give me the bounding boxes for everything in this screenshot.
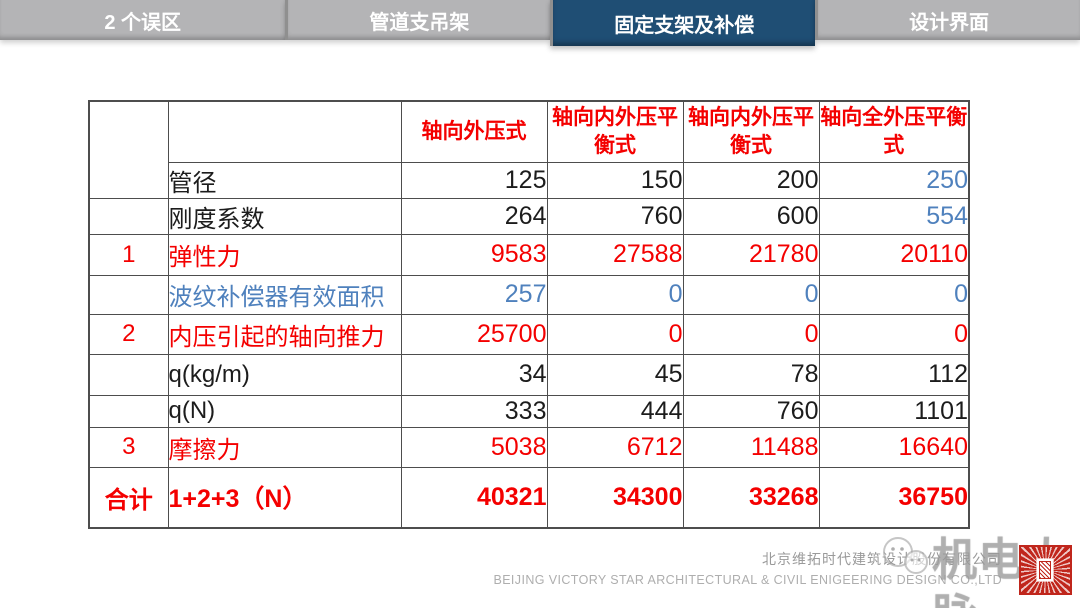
force-table: 轴向外压式 轴向内外压平衡式 轴向内外压平衡式 轴向全外压平衡式 管径 125 15… (88, 100, 970, 529)
cell-value: 33268 (682, 466, 820, 529)
cell-value: 125 (400, 161, 548, 199)
row-index (88, 353, 169, 396)
cell-value: 200 (682, 161, 820, 199)
row-index (88, 197, 169, 235)
company-name-en: BEIJING VICTORY STAR ARCHITECTURAL & CIV… (493, 573, 1002, 587)
cell-value: 9583 (400, 233, 548, 276)
row-label: 波纹补偿器有效面积 (167, 274, 402, 315)
cell-value: 6712 (546, 426, 684, 468)
cell-value: 36750 (818, 466, 970, 529)
row-index: 合计 (88, 466, 169, 529)
table-row: q(kg/m) 34 45 78 112 (88, 353, 970, 396)
corner-cell (167, 100, 402, 163)
corner-cell (88, 100, 169, 199)
tab-two-misconceptions[interactable]: 2 个误区 (0, 0, 286, 40)
cell-value: 25700 (400, 313, 548, 355)
row-label: 刚度系数 (167, 197, 402, 235)
row-label: 内压引起的轴向推力 (167, 313, 402, 355)
cell-value: 112 (818, 353, 970, 396)
table-header-row: 轴向外压式 轴向内外压平衡式 轴向内外压平衡式 轴向全外压平衡式 (88, 100, 970, 199)
cell-value: 760 (682, 394, 820, 428)
tab-bar: 2 个误区 管道支吊架 固定支架及补偿 设计界面 (0, 0, 1080, 48)
table-row: q(N) 333 444 760 1101 (88, 394, 970, 428)
column-header: 轴向外压式 (400, 100, 548, 163)
cell-value: 333 (400, 394, 548, 428)
cell-value: 1101 (818, 394, 970, 428)
cell-value: 600 (682, 197, 820, 235)
cell-value: 264 (400, 197, 548, 235)
cell-value: 45 (546, 353, 684, 396)
row-index: 1 (88, 233, 169, 276)
column-header: 轴向全外压平衡式 (818, 100, 970, 163)
cell-value: 150 (546, 161, 684, 199)
column-header: 轴向内外压平衡式 (682, 100, 820, 163)
cell-value: 760 (546, 197, 684, 235)
table-row: 3 摩擦力 5038 6712 11488 16640 (88, 426, 970, 468)
cell-value: 78 (682, 353, 820, 396)
company-footer: 北京维拓时代建筑设计股份有限公司 BEIJING VICTORY STAR AR… (493, 549, 1002, 587)
row-label: q(kg/m) (167, 353, 402, 396)
table-row: 管径 125 150 200 250 (89, 161, 970, 199)
cell-value: 257 (400, 274, 548, 315)
cell-value: 40321 (400, 466, 548, 529)
row-index (88, 274, 169, 315)
cell-value: 34 (400, 353, 548, 396)
cell-value: 444 (546, 394, 684, 428)
table-row: 合计 1+2+3（N） 40321 34300 33268 36750 (88, 466, 970, 529)
cell-value: 0 (682, 274, 820, 315)
cell-value: 0 (682, 313, 820, 355)
row-label: 弹性力 (167, 233, 402, 276)
company-name-cn: 北京维拓时代建筑设计股份有限公司 (762, 551, 1002, 567)
tab-fixed-supports-compensation[interactable]: 固定支架及补偿 (550, 0, 816, 46)
row-label: 管径 (167, 161, 402, 199)
red-seal-icon (1019, 545, 1072, 595)
cell-value: 11488 (682, 426, 820, 468)
cell-value: 5038 (400, 426, 548, 468)
row-label: q(N) (167, 394, 402, 428)
cell-value: 554 (818, 197, 970, 235)
cell-value: 27588 (546, 233, 684, 276)
cell-value: 20110 (818, 233, 970, 276)
row-index: 2 (88, 313, 169, 355)
row-label: 摩擦力 (167, 426, 402, 468)
cell-value: 16640 (818, 426, 970, 468)
cell-value: 250 (818, 161, 970, 199)
table-row: 1 弹性力 9583 27588 21780 20110 (88, 233, 970, 276)
cell-value: 21780 (682, 233, 820, 276)
cell-value: 0 (546, 313, 684, 355)
tab-design-interface[interactable]: 设计界面 (815, 0, 1080, 40)
cell-value: 34300 (546, 466, 684, 529)
cell-value: 0 (818, 274, 970, 315)
row-label: 1+2+3（N） (167, 466, 402, 529)
table-row: 波纹补偿器有效面积 257 0 0 0 (88, 274, 970, 315)
table-row: 刚度系数 264 760 600 554 (88, 197, 970, 235)
table-row: 2 内压引起的轴向推力 25700 0 0 0 (88, 313, 970, 355)
row-index: 3 (88, 426, 169, 468)
cell-value: 0 (546, 274, 684, 315)
tab-pipe-supports[interactable]: 管道支吊架 (285, 0, 551, 40)
cell-value: 0 (818, 313, 970, 355)
column-header: 轴向内外压平衡式 (546, 100, 684, 163)
row-index (88, 394, 169, 428)
